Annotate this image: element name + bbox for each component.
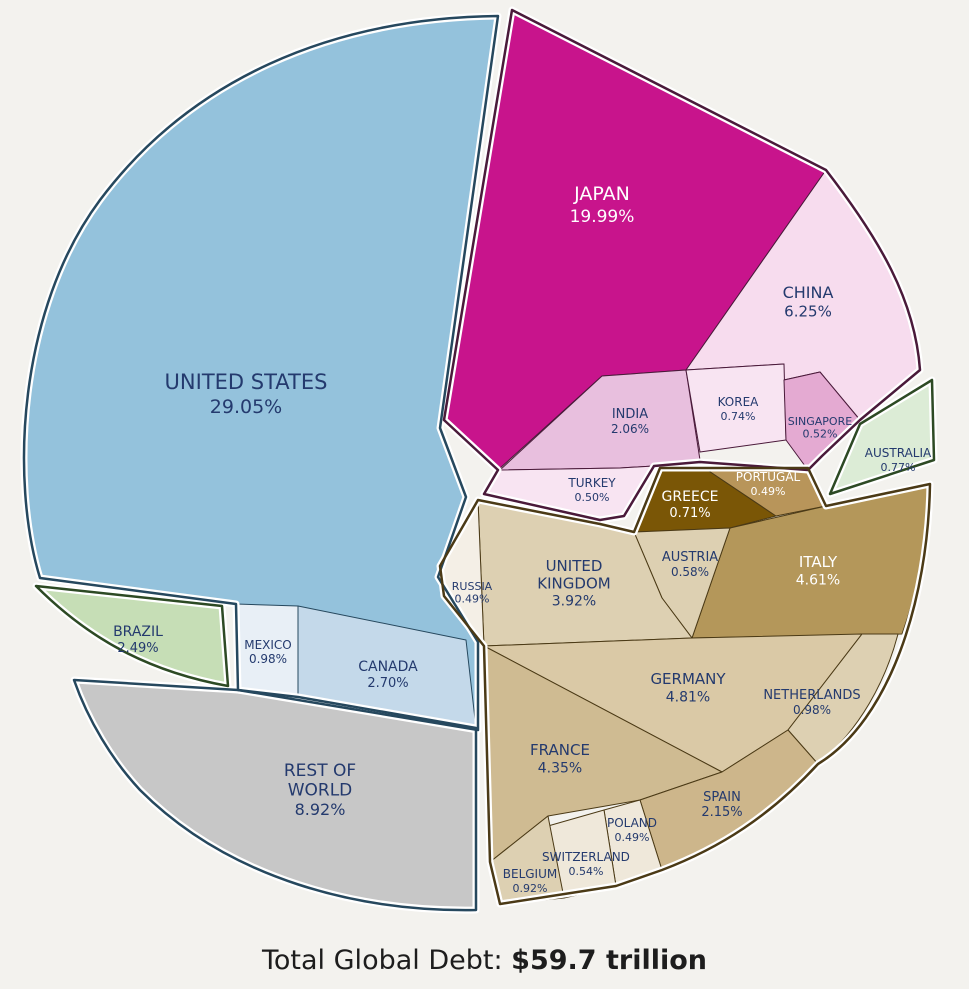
slice-value-singapore: 0.52% [803, 428, 838, 441]
total-debt-label: Total Global Debt: [262, 945, 503, 976]
slice-name-india: INDIA [612, 407, 648, 422]
total-debt-value: $59.7 trillion [511, 945, 707, 976]
slice-name-germany: GERMANY [650, 670, 726, 688]
group-outline-asia [442, 8, 922, 522]
slice-name-netherlands: NETHERLANDS [763, 688, 860, 703]
slice-value-canada: 2.70% [367, 676, 408, 691]
slice-name-australia: AUSTRALIA [865, 446, 932, 460]
slice-name-switzerland: SWITZERLAND [542, 850, 630, 864]
slice-value-greece: 0.71% [669, 506, 710, 521]
slice-name-france: FRANCE [530, 741, 590, 759]
slice-value-austria: 0.58% [671, 565, 709, 579]
group-outline-brazil [34, 584, 230, 688]
slice-value-russia: 0.49% [455, 593, 490, 606]
slice-value-turkey: 0.50% [575, 491, 610, 504]
slice-name-rest-of-world-line-1: REST OF [284, 761, 356, 781]
slice-value-india: 2.06% [611, 422, 649, 436]
slice-name-russia: RUSSIA [452, 580, 493, 593]
slice-value-korea: 0.74% [721, 410, 756, 423]
slice-value-united-states: 29.05% [210, 396, 282, 418]
slice-value-china: 6.25% [784, 302, 832, 320]
slice-name-canada: CANADA [358, 659, 418, 675]
slice-value-brazil: 2.49% [117, 641, 158, 656]
group-outline-americas [22, 14, 500, 732]
slice-value-switzerland: 0.54% [569, 865, 604, 878]
slice-name-poland: POLAND [607, 816, 657, 830]
slice-value-italy: 4.61% [796, 572, 840, 588]
slice-name-korea: KOREA [718, 395, 760, 409]
slice-value-japan: 19.99% [570, 207, 635, 227]
slice-value-spain: 2.15% [701, 805, 742, 820]
slice-name-turkey: TURKEY [567, 476, 616, 490]
slice-value-mexico: 0.98% [249, 652, 287, 666]
slice-value-rest-of-world: 8.92% [295, 800, 346, 819]
slice-value-portugal: 0.49% [751, 485, 786, 498]
slice-value-france: 4.35% [538, 760, 582, 776]
slice-value-poland: 0.49% [615, 831, 650, 844]
total-debt-caption: Total Global Debt: $59.7 trillion [0, 945, 969, 976]
slice-value-united-kingdom: 3.92% [552, 594, 596, 610]
slice-name-china: CHINA [783, 283, 834, 302]
cells-layer [23, 9, 935, 911]
slice-name-brazil: BRAZIL [113, 624, 163, 640]
slice-name-portugal: PORTUGAL [736, 470, 801, 484]
slice-value-australia: 0.77% [881, 461, 916, 474]
slice-name-italy: ITALY [799, 553, 838, 571]
slice-name-united-kingdom-line-2: KINGDOM [537, 574, 610, 592]
slice-name-united-kingdom-line-1: UNITED [546, 557, 603, 575]
slice-name-mexico: MEXICO [244, 638, 292, 652]
slice-name-singapore: SINGAPORE [788, 415, 852, 428]
slice-name-japan: JAPAN [573, 183, 630, 205]
slice-name-rest-of-world-line-2: WORLD [288, 781, 353, 801]
slice-value-netherlands: 0.98% [793, 703, 831, 717]
group-outline-layer [20, 6, 938, 914]
slice-name-greece: GREECE [662, 489, 719, 505]
slice-value-belgium: 0.92% [513, 882, 548, 895]
group-outline-oceania [828, 378, 936, 496]
slice-name-austria: AUSTRIA [662, 550, 718, 565]
slice-name-belgium: BELGIUM [503, 867, 557, 881]
slice-name-spain: SPAIN [703, 790, 741, 805]
group-outline-europe [438, 466, 932, 906]
slice-value-germany: 4.81% [666, 689, 710, 705]
group-outline-other [72, 678, 478, 912]
slice-name-united-states: UNITED STATES [165, 370, 328, 394]
